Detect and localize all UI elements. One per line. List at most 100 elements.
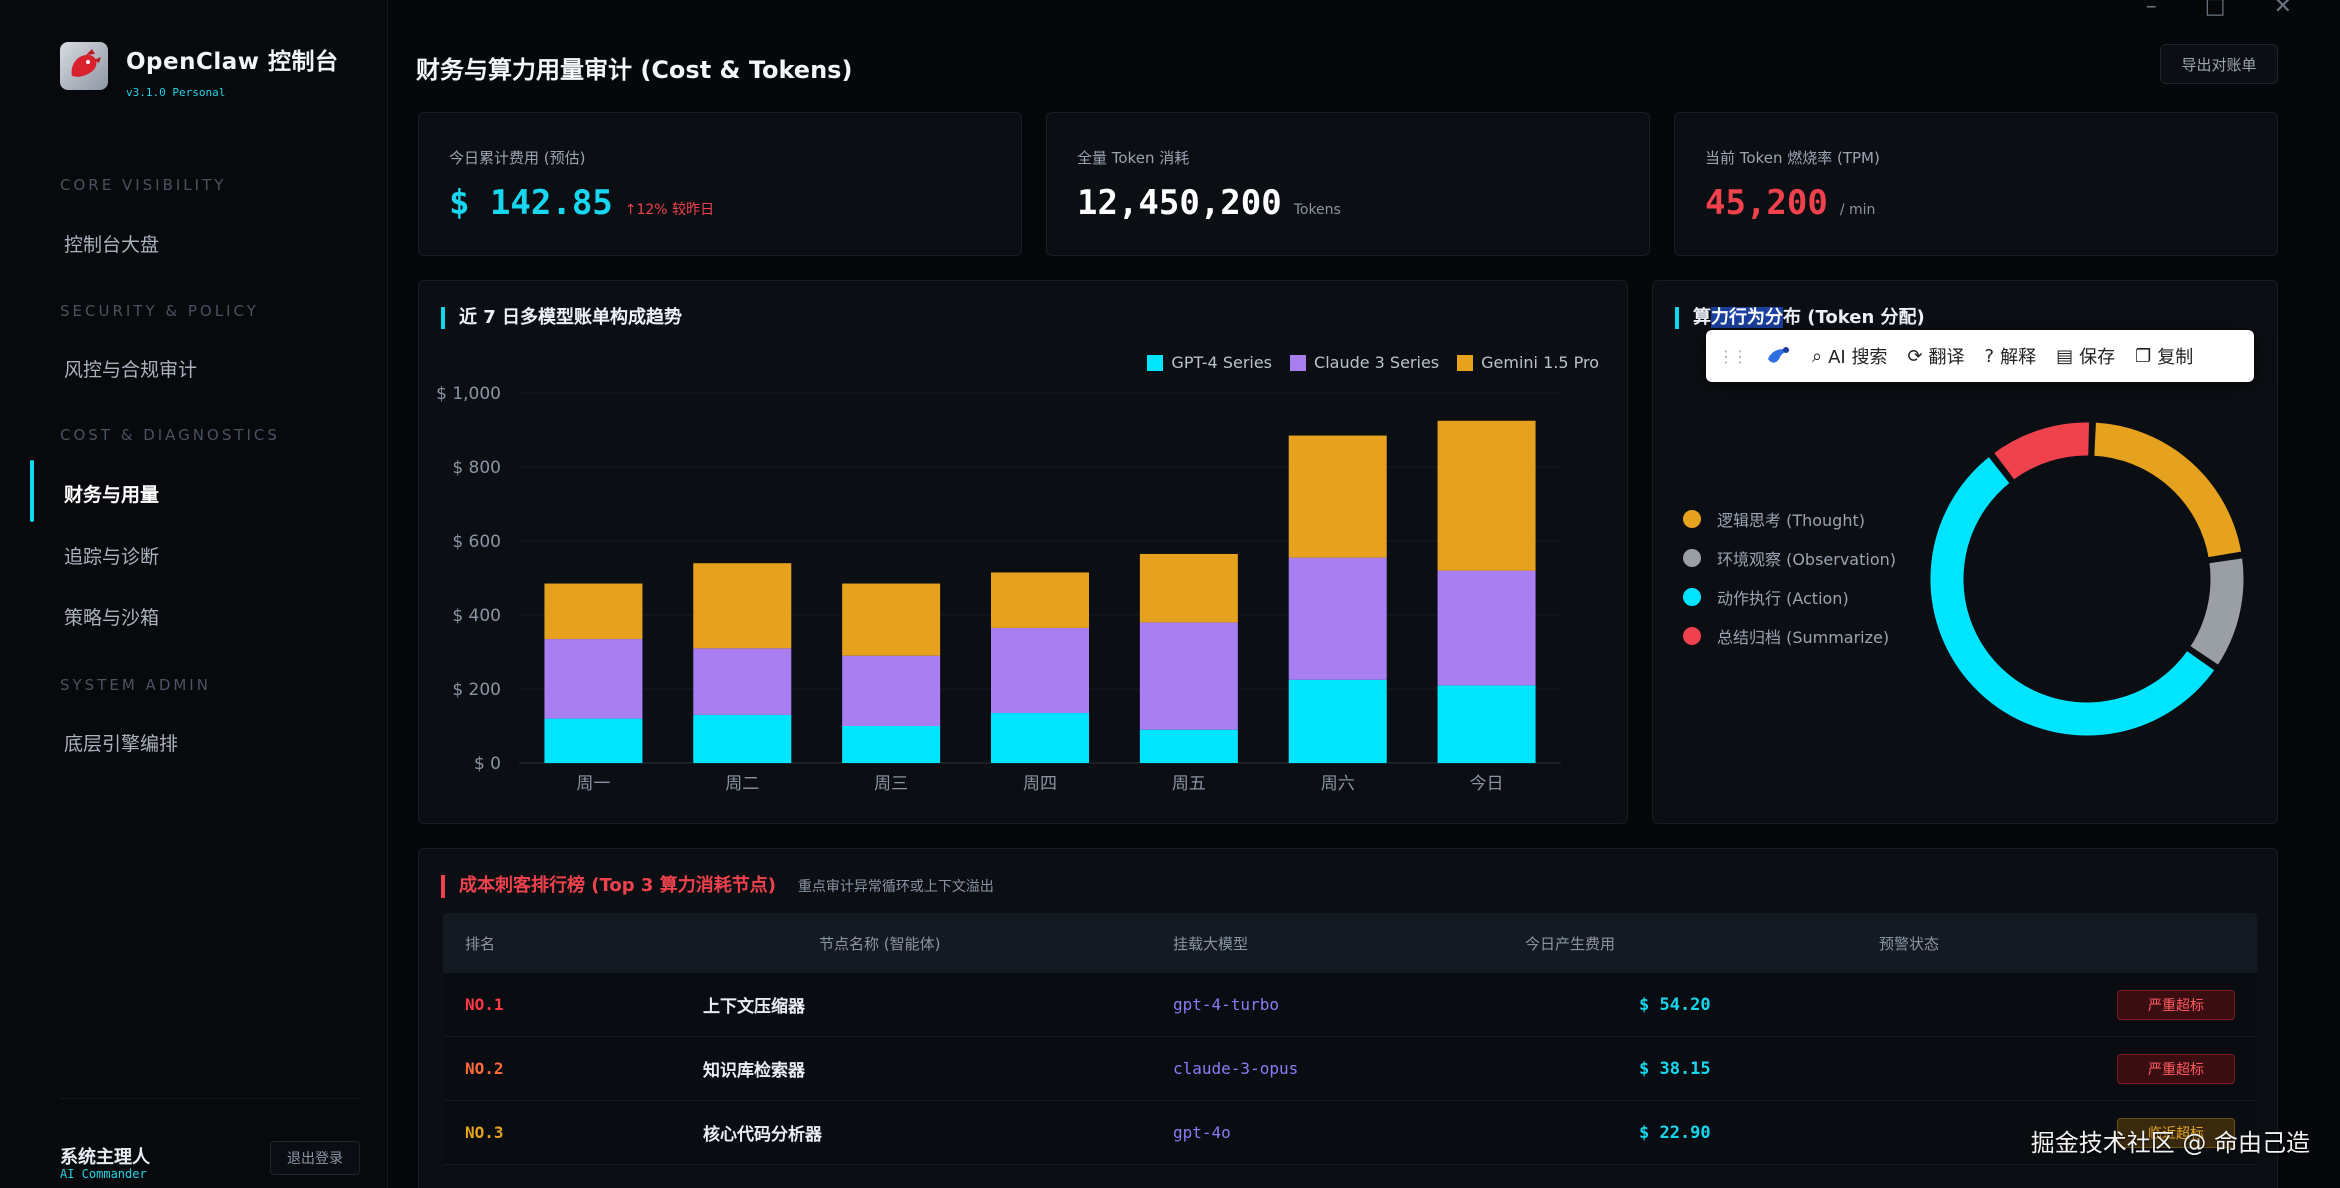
bar-segment	[1139, 553, 1238, 623]
y-tick-label: $ 400	[452, 606, 501, 626]
donut-slice	[1927, 452, 2219, 739]
app-name: OpenClaw 控制台	[126, 49, 339, 75]
title-part: 算	[1693, 307, 1711, 328]
assistant-logo-icon[interactable]	[1766, 345, 1792, 367]
y-tick-label: $ 200	[452, 680, 501, 700]
table-row[interactable]: NO.2 知识库检索器 claude-3-opus $ 38.15 严重超标	[443, 1037, 2257, 1101]
y-tick-label: $ 1,000	[436, 384, 501, 404]
legend-label: Gemini 1.5 Pro	[1481, 353, 1599, 372]
x-tick-label: 周二	[725, 774, 759, 794]
bar-segment	[991, 572, 1089, 628]
kpi-label: 当前 Token 燃烧率 (TPM)	[1705, 149, 1880, 167]
legend-label: 总结归档 (Summarize)	[1717, 628, 1890, 647]
donut-chart	[1927, 419, 2247, 739]
status-badge: 严重超标	[2117, 1053, 2235, 1084]
bar-segment	[1139, 729, 1238, 763]
table-row[interactable]: NO.1 上下文压缩器 gpt-4-turbo $ 54.20 严重超标	[443, 973, 2257, 1037]
sidebar-item-risk-audit[interactable]: 风控与合规审计	[64, 359, 198, 381]
user-name: 系统主理人	[60, 1147, 150, 1168]
stacked-bar-chart: $ 0 $ 200 $ 400 $ 600 $ 800 $ 1,000 周一 周二 周三 周四 周五…	[436, 384, 1561, 794]
legend-label: GPT-4 Series	[1171, 353, 1273, 372]
window-controls: – □ ✕	[2145, 0, 2292, 19]
legend-label: 环境观察 (Observation)	[1717, 550, 1897, 569]
legend-item[interactable]: Claude 3 Series	[1290, 353, 1439, 372]
bar-segment	[1288, 679, 1387, 763]
user-panel: 系统主理人 AI Commander 退出登录	[60, 1098, 360, 1181]
table-row[interactable]: NO.3 核心代码分析器 gpt-4o $ 22.90 临近超标	[443, 1101, 2257, 1165]
cost-value: $ 22.90	[1639, 1122, 1711, 1143]
x-tick-label: 周三	[874, 774, 908, 794]
kpi-label: 全量 Token 消耗	[1077, 149, 1190, 167]
legend-swatch	[1290, 354, 1307, 371]
status-badge: 临近超标	[2117, 1117, 2235, 1148]
legend-item[interactable]: GPT-4 Series	[1147, 353, 1272, 372]
bar-segment	[991, 713, 1089, 763]
app-logo-icon	[60, 42, 108, 90]
copy-label: 复制	[2157, 347, 2194, 368]
minimize-icon[interactable]: –	[2145, 0, 2157, 19]
legend-item[interactable]: Gemini 1.5 Pro	[1457, 353, 1599, 372]
x-tick-label: 周一	[576, 774, 610, 794]
bill-trend-title: 近 7 日多模型账单构成趋势	[441, 307, 682, 329]
sidebar-item-sandbox[interactable]: 策略与沙箱	[64, 607, 160, 629]
kpi-card-cost: 今日累计费用 (预估) $ 142.85 ↑12% 较昨日	[418, 112, 1022, 256]
ranking-subtitle: 重点审计异常循环或上下文溢出	[797, 879, 994, 895]
drag-handle-icon[interactable]: ⋮⋮	[1718, 346, 1748, 366]
explain-label: 解释	[2000, 347, 2037, 368]
bar-legend: GPT-4 Series Claude 3 Series Gemini 1.5 …	[1147, 353, 1599, 372]
donut-legend-item[interactable]: 逻辑思考 (Thought)	[1683, 507, 1865, 531]
kpi-label: 今日累计费用 (预估)	[449, 149, 586, 167]
kpi-card-tokens: 全量 Token 消耗 12,450,200 Tokens	[1046, 112, 1650, 256]
selection-toolbar: ⋮⋮ ⌕ AI 搜索 ⟳ 翻译 ? 解释 ▤ 保存 ❐ 复制	[1706, 330, 2254, 382]
bar-segment	[1437, 570, 1536, 686]
bar-segment	[1288, 557, 1387, 680]
nav-section-security: SECURITY & POLICY	[60, 302, 259, 320]
nav-section-core: CORE VISIBILITY	[60, 176, 227, 194]
kpi-value-container: 45,200 / min	[1705, 183, 1875, 223]
copy-icon: ❐	[2135, 345, 2152, 367]
kpi-value: $ 142.85	[449, 183, 613, 223]
copy-button[interactable]: ❐ 复制	[2135, 343, 2193, 369]
translate-label: 翻译	[1928, 347, 1965, 368]
ai-search-button[interactable]: ⌕ AI 搜索	[1812, 343, 1887, 369]
legend-swatch	[1457, 354, 1474, 371]
donut-legend-item[interactable]: 总结归档 (Summarize)	[1683, 624, 1889, 648]
donut-slice	[2091, 419, 2245, 561]
bar-segment	[991, 627, 1089, 714]
bill-trend-card: 近 7 日多模型账单构成趋势 GPT-4 Series Claude 3 Ser…	[418, 280, 1628, 824]
legend-label: Claude 3 Series	[1314, 353, 1440, 372]
donut-legend-item[interactable]: 环境观察 (Observation)	[1683, 546, 1896, 570]
save-button[interactable]: ▤ 保存	[2056, 343, 2115, 369]
sidebar-item-trace[interactable]: 追踪与诊断	[64, 546, 160, 568]
x-tick-label: 今日	[1470, 774, 1504, 794]
legend-label: 动作执行 (Action)	[1717, 589, 1849, 608]
logout-button[interactable]: 退出登录	[270, 1141, 360, 1175]
maximize-icon[interactable]: □	[2204, 0, 2226, 19]
active-indicator	[30, 460, 34, 522]
translate-button[interactable]: ⟳ 翻译	[1907, 343, 1964, 369]
ranking-table: 排名 节点名称 (智能体) 挂载大模型 今日产生费用 预警状态 NO.1 上下文…	[443, 913, 2257, 1165]
close-icon[interactable]: ✕	[2273, 0, 2292, 19]
donut-legend-item[interactable]: 动作执行 (Action)	[1683, 585, 1849, 609]
export-bill-button[interactable]: 导出对账单	[2160, 44, 2278, 84]
bar-segment	[1437, 420, 1536, 571]
kpi-value-container: 12,450,200 Tokens	[1077, 183, 1341, 223]
sidebar-item-dashboard[interactable]: 控制台大盘	[64, 234, 160, 256]
explain-button[interactable]: ? 解释	[1985, 343, 2037, 369]
bar-segment	[1437, 685, 1536, 763]
translate-icon: ⟳	[1907, 345, 1923, 367]
sidebar: OpenClaw 控制台 v3.1.0 Personal CORE VISIBI…	[0, 0, 388, 1188]
sidebar-item-cost-usage[interactable]: 财务与用量	[64, 484, 160, 506]
x-tick-label: 周五	[1172, 774, 1206, 794]
rank-number: NO.2	[465, 1059, 504, 1078]
legend-swatch	[1147, 354, 1164, 371]
kpi-unit: Tokens	[1293, 202, 1341, 218]
legend-dot	[1683, 588, 1701, 606]
bar-segment	[842, 655, 941, 726]
sidebar-item-engine[interactable]: 底层引擎编排	[64, 733, 179, 755]
node-name: 核心代码分析器	[703, 1125, 822, 1145]
x-tick-label: 周六	[1321, 774, 1355, 794]
kpi-value: 45,200	[1705, 183, 1828, 223]
title-part-selected: 力行为分	[1711, 307, 1783, 328]
search-icon: ⌕	[1812, 345, 1823, 367]
